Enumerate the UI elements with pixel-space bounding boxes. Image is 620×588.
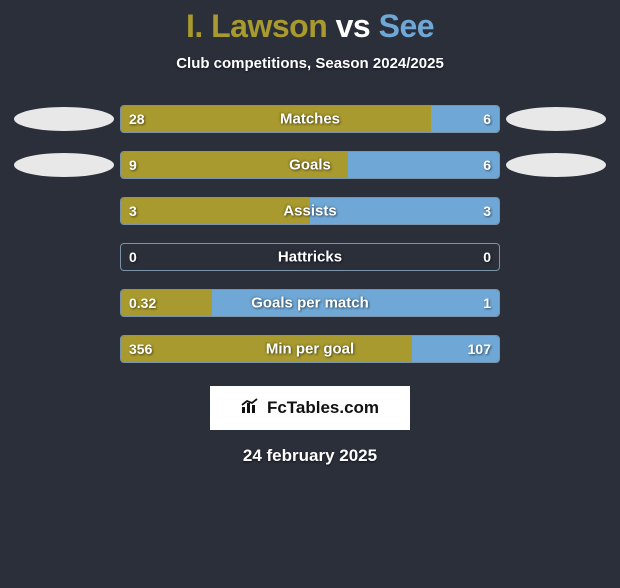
- stat-bar: 0.321Goals per match: [120, 289, 500, 317]
- bar-segment-left: [121, 106, 431, 132]
- chart-icon: [241, 398, 261, 419]
- stat-row: 286Matches: [10, 96, 610, 142]
- bar-segment-left: [121, 198, 310, 224]
- stat-bar: 0 0Hattricks: [120, 243, 500, 271]
- team-badge-left: [14, 153, 114, 177]
- subtitle: Club competitions, Season 2024/2025: [0, 55, 620, 72]
- stat-row: 33Assists: [10, 188, 610, 234]
- logo: FcTables.com: [210, 386, 410, 430]
- title-vs: vs: [327, 8, 378, 44]
- bar-segment-right: [412, 336, 499, 362]
- stat-row: 96Goals: [10, 142, 610, 188]
- bar-segment-right: [431, 106, 499, 132]
- stat-row: 356107Min per goal: [10, 326, 610, 372]
- bar-segment-left: [121, 290, 212, 316]
- bar-segment-right: [212, 290, 499, 316]
- team-badge-right: [506, 107, 606, 131]
- bar-segment-left: [121, 336, 412, 362]
- stat-bar: 286Matches: [120, 105, 500, 133]
- team-badge-right: [506, 153, 606, 177]
- stat-bar: 356107Min per goal: [120, 335, 500, 363]
- team-badge-left: [14, 107, 114, 131]
- stat-bar: 33Assists: [120, 197, 500, 225]
- bar-segment-right: [310, 198, 499, 224]
- page-title: I. Lawson vs See: [0, 8, 620, 45]
- bar-segment-right: [348, 152, 499, 178]
- stat-row: 0 0Hattricks: [10, 234, 610, 280]
- stat-row: 0.321Goals per match: [10, 280, 610, 326]
- stat-bar: 96Goals: [120, 151, 500, 179]
- date-label: 24 february 2025: [0, 446, 620, 466]
- stat-value-right: 0: [483, 249, 491, 265]
- title-player1: I. Lawson: [186, 8, 327, 44]
- logo-text: FcTables.com: [267, 398, 379, 418]
- stat-value-left: 0: [129, 249, 137, 265]
- comparison-chart: 286Matches 96Goals 33Assists 0 0Hattricks 0.3…: [10, 96, 610, 372]
- bar-segment-left: [121, 152, 348, 178]
- stat-label: Hattricks: [121, 249, 499, 266]
- title-player2: See: [379, 8, 434, 44]
